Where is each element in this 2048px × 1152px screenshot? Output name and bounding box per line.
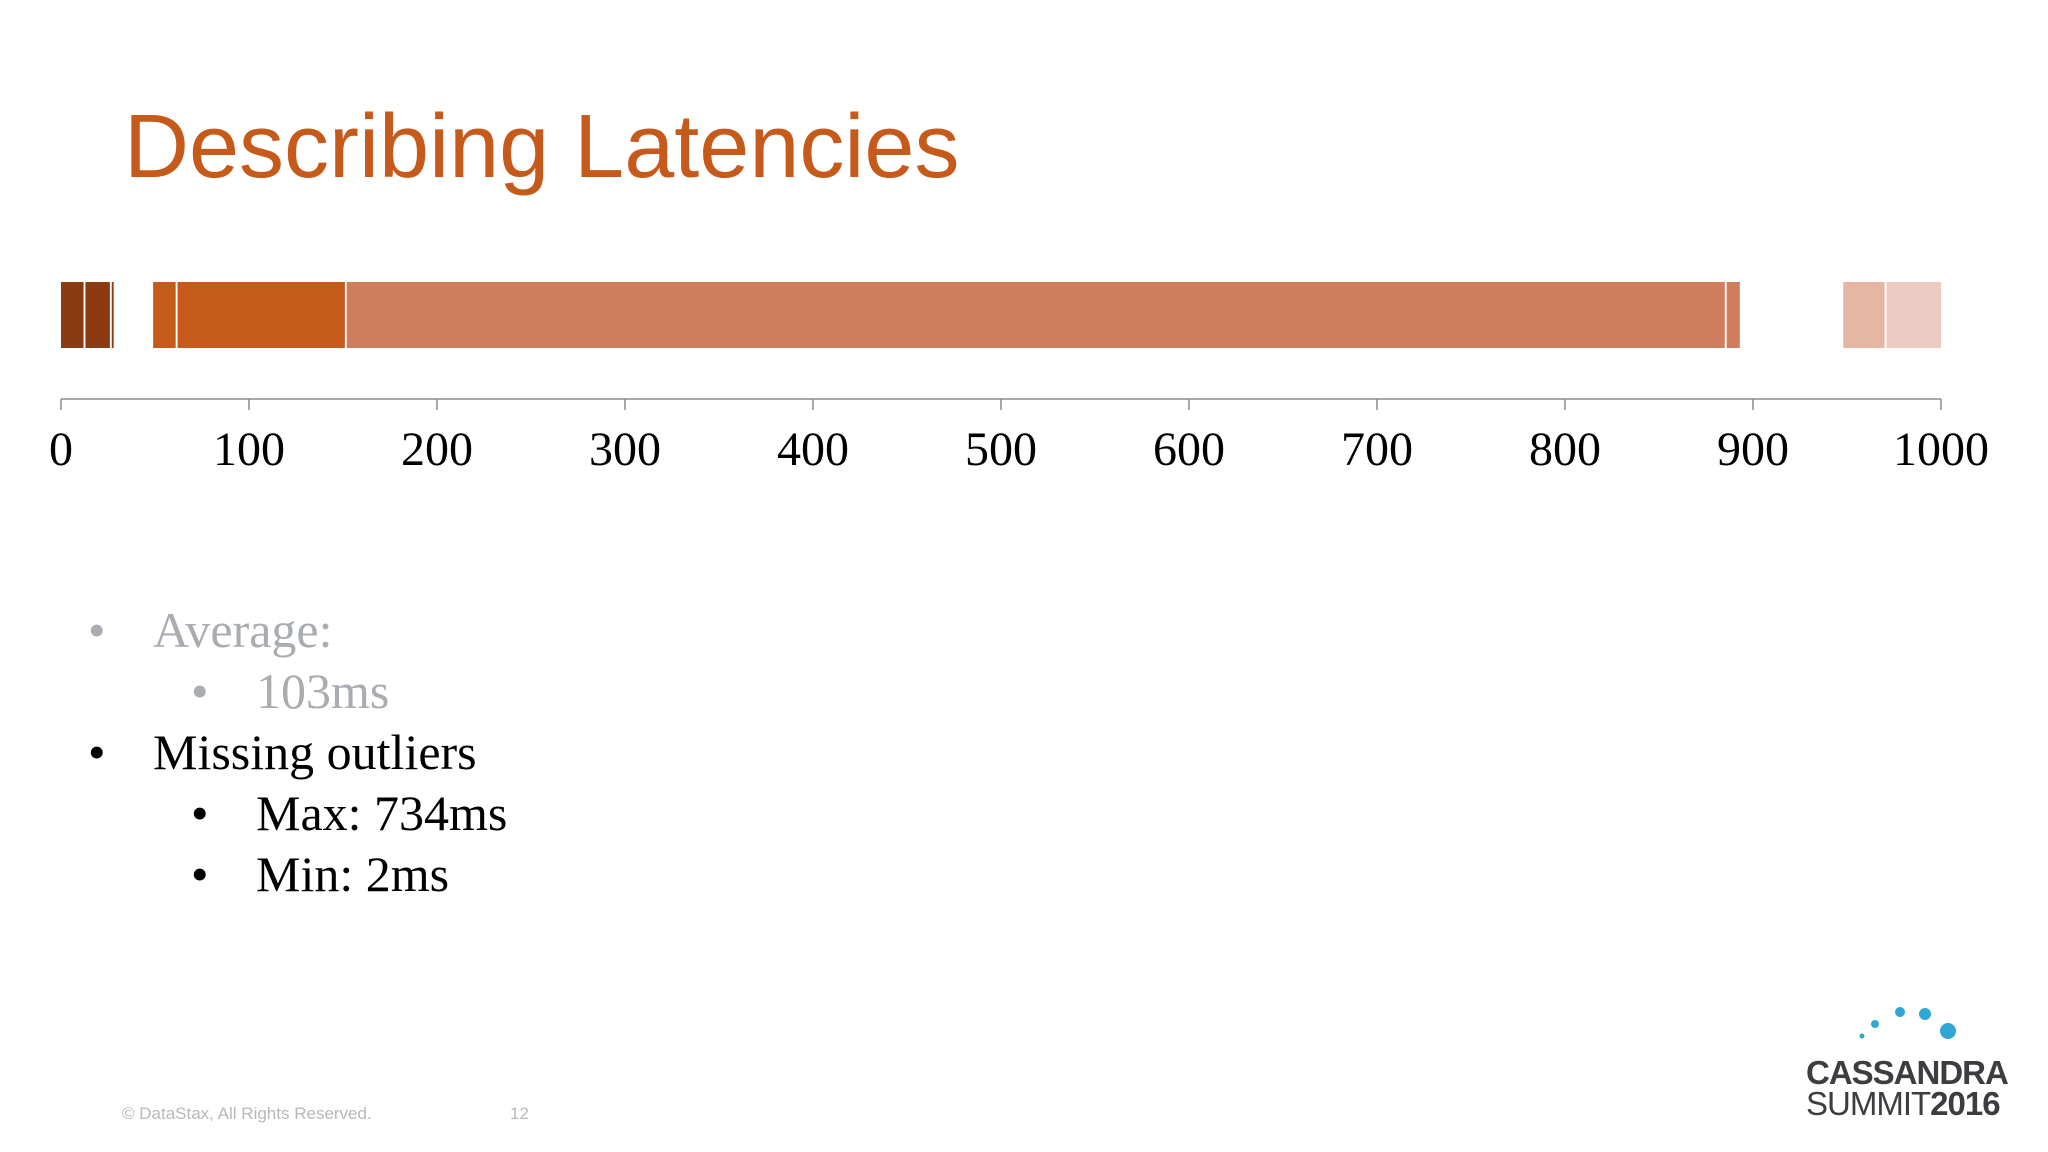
logo-dots-icon <box>1859 1007 1956 1039</box>
logo-text-summit: SUMMIT2016 <box>1806 1085 2001 1123</box>
latency-segment-5 <box>346 282 1725 348</box>
bullet-missing-outliers-text: Missing outliers <box>153 724 477 780</box>
logo-year: 2016 <box>1930 1085 2000 1122</box>
bullet-average-label: Average: <box>153 602 333 658</box>
latency-segment-0 <box>61 282 84 348</box>
x-axis-tick-label: 300 <box>589 423 661 476</box>
x-axis-tick-label: 400 <box>777 423 849 476</box>
x-axis-tick-label: 1000 <box>1893 423 1989 476</box>
bullet-dot: • <box>191 663 209 719</box>
bullet-average-value-text: 103ms <box>256 663 390 719</box>
x-axis-tick-label: 700 <box>1341 423 1413 476</box>
x-axis-tick-label: 800 <box>1529 423 1601 476</box>
latency-chart: 0 100 200 300 400 500 600 700 800 900 1000 <box>49 282 1989 476</box>
bullet-max-text: Max: 734ms <box>256 785 508 841</box>
bullet-min-text: Min: 2ms <box>256 846 450 902</box>
x-axis-tick-label: 500 <box>965 423 1037 476</box>
cassandra-summit-logo: CASSANDRA SUMMIT2016 <box>1800 1000 2020 1130</box>
x-axis-tick-label: 0 <box>49 423 73 476</box>
bullet-dot: • <box>88 724 106 780</box>
latency-segment-7 <box>1843 282 1885 348</box>
bullet-dot: • <box>191 785 209 841</box>
latency-segment-6 <box>1726 282 1740 348</box>
x-axis-tick-label: 600 <box>1153 423 1225 476</box>
latency-segment-3 <box>153 282 176 348</box>
logo-summit-word: SUMMIT <box>1806 1085 1931 1122</box>
latency-segment-2 <box>111 282 114 348</box>
x-axis-tick-label: 200 <box>401 423 473 476</box>
logo-text-cassandra: CASSANDRA <box>1806 1054 2009 1091</box>
footer-page-number: 12 <box>510 1104 529 1123</box>
bullet-dot: • <box>88 602 106 658</box>
latency-segment-4 <box>177 282 345 348</box>
latency-segment-8 <box>1886 282 1941 348</box>
latency-segment-1 <box>85 282 110 348</box>
x-axis-tick-label: 100 <box>213 423 285 476</box>
latency-segments <box>61 282 1941 348</box>
bullet-dot: • <box>191 846 209 902</box>
slide-title: Describing Latencies <box>124 97 960 197</box>
x-axis-tick-labels: 0 100 200 300 400 500 600 700 800 900 1000 <box>49 423 1989 476</box>
x-axis-tick-label: 900 <box>1717 423 1789 476</box>
x-axis <box>60 398 1942 410</box>
footer-copyright: © DataStax, All Rights Reserved. <box>122 1104 372 1123</box>
